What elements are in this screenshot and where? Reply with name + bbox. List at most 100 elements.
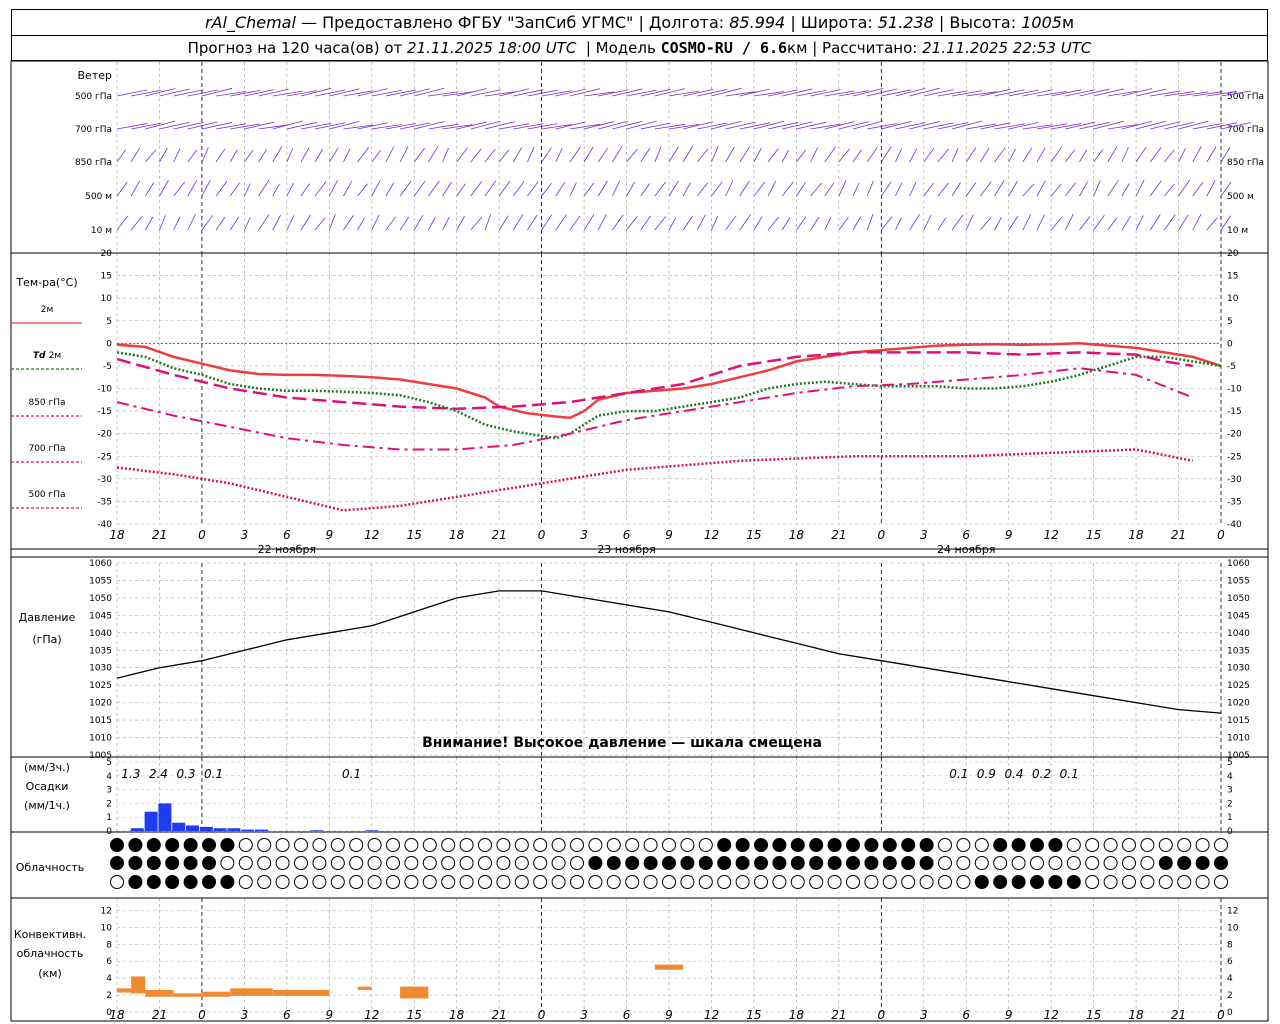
x-tick-label: 6 (283, 1008, 291, 1022)
wind-barb (640, 183, 651, 197)
wind-barb (1036, 90, 1068, 97)
cloud-symbol (956, 838, 971, 852)
title-bar: rAl_Chemal — Предоставлено ФГБУ "ЗапСиб … (11, 9, 1268, 36)
cloud-symbol (1030, 856, 1044, 870)
legend-label: 850 гПа (28, 398, 65, 408)
precip-ytick: 1 (1227, 813, 1233, 823)
wind-barb (739, 180, 750, 197)
wind-barb (173, 216, 181, 231)
wind-barb (272, 146, 283, 163)
cloud-symbol (772, 856, 787, 870)
wind-barb (753, 91, 784, 97)
cloud-symbol (698, 875, 713, 889)
precip-sum: 0.9 (977, 767, 996, 781)
cloud-symbol (330, 838, 345, 852)
temp-ytick: 5 (1227, 317, 1233, 327)
temp-ytick: 20 (1227, 249, 1239, 259)
cloud-symbol (1122, 856, 1136, 870)
wind-barb (810, 182, 822, 197)
cloud-symbol (514, 856, 529, 870)
wind-barb (315, 89, 346, 97)
wind-barb (343, 124, 374, 130)
cloud-symbol (809, 856, 824, 870)
wind-barb (216, 123, 247, 130)
wind-barb (541, 124, 572, 130)
cloud-symbol (533, 875, 548, 889)
wind-barb (1008, 148, 1016, 163)
wind-barb (612, 180, 620, 197)
wind-barb (640, 215, 651, 231)
wind-barb (682, 182, 691, 197)
cloud-symbol (386, 856, 400, 870)
temp-ytick: -35 (97, 497, 112, 507)
cloud-symbol (993, 856, 1008, 870)
wind-barb (867, 123, 898, 130)
wind-barb (456, 183, 466, 197)
wind-barb (1135, 88, 1167, 97)
cloud-symbol (919, 875, 934, 889)
wind-barb (258, 179, 270, 197)
wind-barb (937, 122, 968, 130)
wind-barb (696, 148, 709, 163)
lat-value: 51.238 (877, 13, 934, 32)
wind-barb (385, 146, 395, 163)
wind-barb (668, 123, 700, 130)
wind-barb (796, 181, 806, 197)
x-tick-label: 0 (538, 1008, 546, 1022)
wind-barb (399, 88, 431, 97)
conv-yticks: 12 12 10 10 8 8 6 6 4 4 2 2 0 0 (101, 906, 1239, 1018)
wind-barb (258, 149, 268, 163)
wind-barb (569, 123, 600, 130)
x-tick-label: 6 (623, 528, 631, 542)
temp-ytick: -25 (1227, 452, 1242, 462)
wind-barb (1135, 215, 1144, 231)
pressure-ytick: 1010 (1227, 734, 1250, 744)
wind-barb (895, 148, 903, 163)
x-tick-label: 15 (1086, 528, 1101, 542)
x-tick-label: 0 (1217, 1008, 1225, 1022)
cloud-symbol (1122, 875, 1136, 889)
cloud-symbol (735, 838, 750, 852)
wind-barb (1220, 181, 1232, 197)
wind-barb (923, 214, 932, 231)
pressure-ytick: 1005 (89, 751, 112, 761)
conv-unit: (км) (38, 967, 62, 980)
pressure-ytick: 1060 (89, 559, 112, 569)
wind-barb (385, 89, 416, 97)
wind-barb (442, 181, 452, 197)
wind-barb (880, 181, 892, 197)
wind-barb (272, 120, 303, 130)
x-tick-label: 12 (364, 1008, 379, 1022)
conv-ytick: 2 (106, 991, 112, 1001)
cloud-symbol (1066, 875, 1081, 889)
precip-ytick: 4 (1227, 772, 1233, 782)
wind-barb (1149, 180, 1162, 197)
wind-barb (1064, 149, 1076, 163)
wind-barb (966, 91, 997, 97)
wind-barb (711, 215, 719, 231)
frame (10, 60, 1269, 1022)
wind-barb (711, 145, 719, 163)
cloud-symbol (330, 856, 345, 870)
wind-barb (229, 216, 240, 231)
x-tick-label: 0 (877, 1008, 885, 1022)
cloud-symbol (662, 838, 676, 852)
day-labels: 22 ноября 23 ноября 24 ноября (258, 543, 996, 556)
wind-barb (767, 89, 799, 97)
cloud-symbol (422, 838, 437, 852)
cloud-symbol (919, 838, 934, 852)
cloud-symbol (330, 875, 345, 889)
cloud-symbol (606, 856, 621, 870)
cloud-symbol (349, 856, 364, 870)
conv-ytick: 12 (1227, 906, 1238, 916)
wind-barb (1178, 148, 1186, 163)
pressure-ytick: 1050 (89, 594, 112, 604)
cloud-symbol (165, 856, 180, 870)
precip-sum: 2.4 (149, 767, 168, 781)
precip-ytick: 5 (1227, 758, 1233, 768)
day-label: 24 ноября (937, 543, 995, 556)
wind-barb (1206, 146, 1217, 163)
wind-barb (357, 183, 368, 197)
precip-ytick: 3 (1227, 786, 1233, 796)
precip-sum: 0.3 (176, 767, 195, 781)
